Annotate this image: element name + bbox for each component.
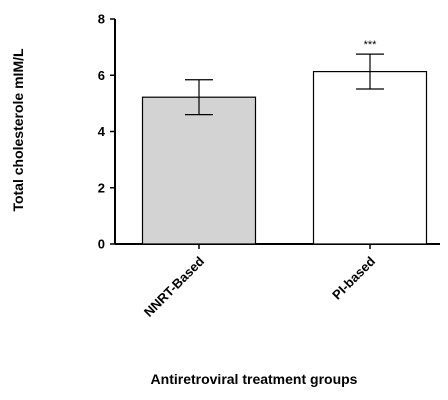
bar bbox=[312, 70, 428, 245]
y-tick-label: 4 bbox=[98, 124, 106, 139]
significance-label: *** bbox=[364, 39, 378, 51]
bars bbox=[141, 53, 428, 245]
x-axis-title: Antiretroviral treatment groups bbox=[151, 371, 358, 387]
bar bbox=[141, 96, 257, 245]
x-tick-label: NNRT-Based bbox=[141, 253, 207, 319]
y-axis-title: Total cholesterole mIM/L bbox=[10, 48, 26, 212]
x-tick-label: PI-based bbox=[329, 253, 378, 302]
y-tick-label: 0 bbox=[98, 237, 105, 252]
y-tick-label: 8 bbox=[98, 12, 105, 27]
y-tick-label: 6 bbox=[98, 68, 105, 83]
y-tick-label: 2 bbox=[98, 180, 105, 195]
